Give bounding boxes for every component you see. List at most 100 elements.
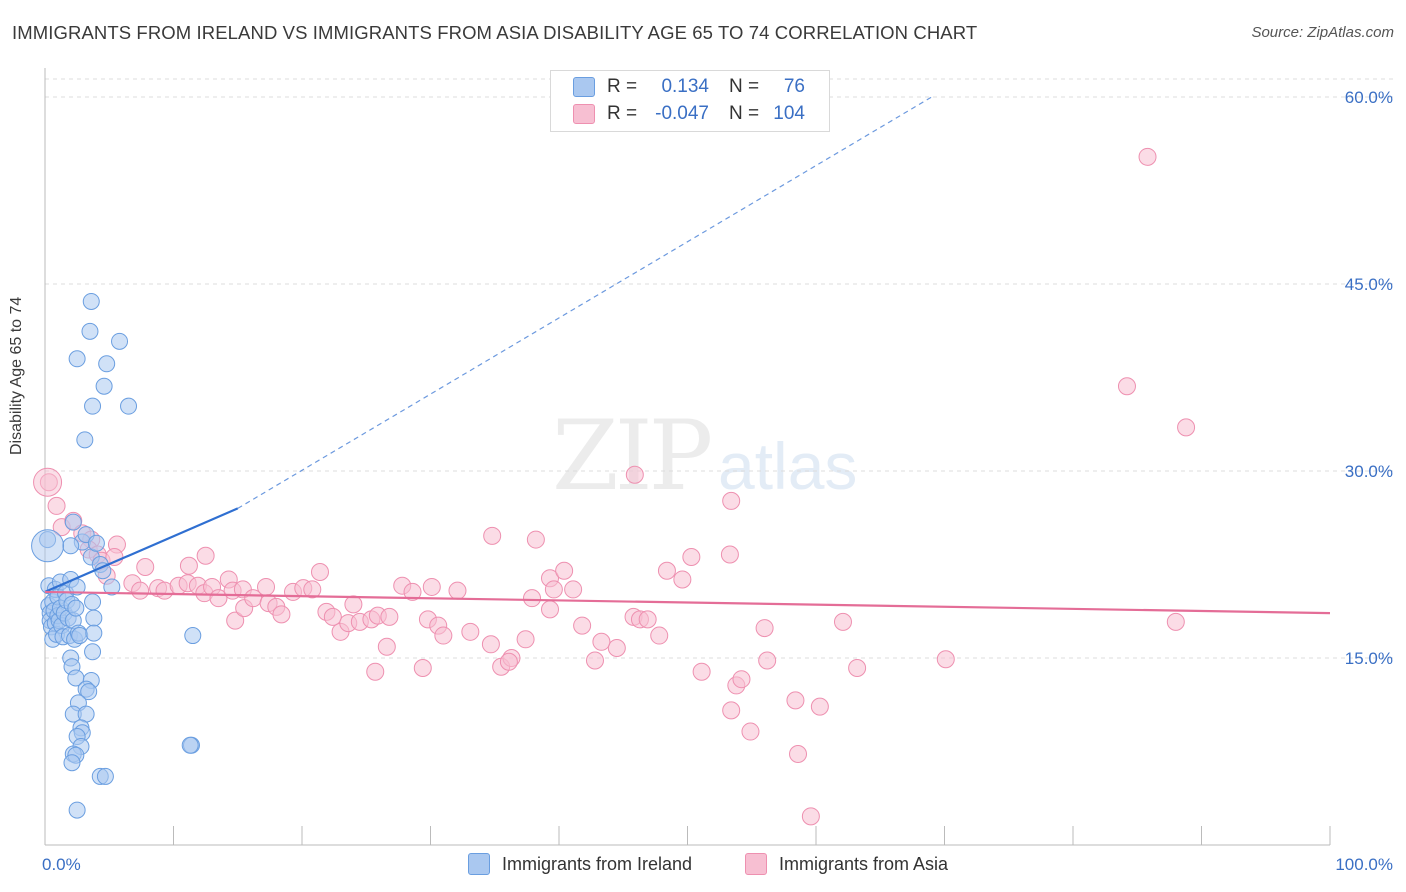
legend-n-label: N = bbox=[729, 76, 760, 97]
legend: R = 0.134 N = 76 R = -0.047 N = 104 bbox=[550, 70, 830, 132]
ireland-point bbox=[87, 534, 105, 552]
legend-swatch-ireland bbox=[573, 77, 595, 97]
asia-point bbox=[936, 650, 955, 669]
asia-point bbox=[344, 595, 363, 614]
asia-point bbox=[481, 635, 500, 654]
ireland-point bbox=[84, 643, 102, 661]
asia-point bbox=[1138, 147, 1157, 166]
asia-point bbox=[310, 562, 329, 581]
asia-point bbox=[564, 580, 583, 599]
ireland-point bbox=[80, 683, 98, 701]
ireland-point bbox=[120, 397, 138, 415]
asia-point bbox=[722, 491, 741, 510]
asia-point bbox=[741, 722, 760, 741]
asia-point bbox=[377, 637, 396, 656]
ireland-point bbox=[68, 350, 86, 368]
asia-point bbox=[516, 630, 535, 649]
asia-point bbox=[196, 546, 215, 565]
ireland-point bbox=[84, 397, 102, 415]
asia-point bbox=[789, 744, 808, 763]
asia-point bbox=[1166, 612, 1185, 631]
y-tick-label: 30.0% bbox=[1345, 462, 1393, 481]
legend-swatch-asia bbox=[573, 104, 595, 124]
asia-point bbox=[366, 662, 385, 681]
asia-point bbox=[413, 658, 432, 677]
ireland-point bbox=[82, 292, 100, 310]
legend-r-value: 0.134 bbox=[661, 76, 709, 97]
asia-point bbox=[720, 545, 739, 564]
legend-r-label: R = bbox=[607, 103, 638, 124]
legend-n-value: 76 bbox=[783, 76, 805, 97]
asia-point bbox=[380, 607, 399, 626]
asia-point bbox=[448, 581, 467, 600]
asia-point bbox=[592, 632, 611, 651]
watermark-atlas: atlas bbox=[718, 429, 858, 503]
bottom-legend-ireland: Immigrants from Ireland bbox=[468, 852, 692, 876]
y-axis-label: Disability Age 65 to 74 bbox=[8, 296, 25, 455]
bottom-legend-swatch-ireland bbox=[468, 853, 490, 875]
asia-point bbox=[523, 589, 542, 608]
asia-point bbox=[573, 616, 592, 635]
asia-point bbox=[801, 807, 820, 826]
ireland-point bbox=[111, 332, 129, 350]
ireland-trend-extension bbox=[237, 96, 932, 509]
asia-point bbox=[179, 556, 198, 575]
ireland-point bbox=[181, 736, 199, 754]
asia-point bbox=[544, 580, 563, 599]
asia-point bbox=[692, 662, 711, 681]
ireland-point bbox=[85, 624, 103, 642]
asia-point bbox=[47, 496, 66, 515]
ireland-point bbox=[76, 431, 94, 449]
source-credit: Source: ZipAtlas.com bbox=[1251, 24, 1394, 41]
ireland-point bbox=[62, 537, 80, 555]
asia-point bbox=[136, 557, 155, 576]
asia-point bbox=[422, 577, 441, 596]
ireland-point bbox=[96, 767, 114, 785]
ireland-point bbox=[184, 627, 202, 645]
asia-point bbox=[607, 639, 626, 658]
asia-point bbox=[673, 570, 692, 589]
asia-point bbox=[722, 701, 741, 720]
x-tick-label: 0.0% bbox=[42, 855, 81, 874]
ireland-point bbox=[85, 609, 103, 627]
asia-point bbox=[434, 626, 453, 645]
asia-point bbox=[323, 607, 342, 626]
ireland-point bbox=[95, 377, 113, 395]
legend-row-asia: R = -0.047 N = 104 bbox=[573, 102, 805, 126]
y-tick-label: 60.0% bbox=[1345, 88, 1393, 107]
ireland-point bbox=[103, 578, 121, 596]
asia-point bbox=[272, 605, 291, 624]
asia-point bbox=[682, 548, 701, 567]
ireland-point bbox=[84, 593, 102, 611]
y-tick-label: 45.0% bbox=[1345, 275, 1393, 294]
bottom-legend-asia: Immigrants from Asia bbox=[745, 852, 948, 876]
ireland-point bbox=[31, 529, 65, 563]
asia-point bbox=[555, 561, 574, 580]
bottom-legend-label-ireland: Immigrants from Ireland bbox=[502, 853, 693, 874]
ireland-point bbox=[64, 513, 82, 531]
asia-point bbox=[585, 651, 604, 670]
asia-trend-line bbox=[44, 590, 1331, 615]
asia-point bbox=[650, 626, 669, 645]
watermark-zip: ZIP bbox=[552, 400, 713, 512]
asia-point bbox=[758, 651, 777, 670]
bottom-legend-label-asia: Immigrants from Asia bbox=[779, 853, 949, 874]
asia-point bbox=[541, 600, 560, 619]
ireland-point bbox=[67, 599, 85, 617]
legend-row-ireland: R = 0.134 N = 76 bbox=[573, 75, 805, 99]
asia-point bbox=[1177, 418, 1196, 437]
ireland-point bbox=[63, 754, 81, 772]
bottom-legend-swatch-asia bbox=[745, 853, 767, 875]
asia-point bbox=[833, 612, 852, 631]
ireland-point bbox=[68, 801, 86, 819]
chart-title: IMMIGRANTS FROM IRELAND VS IMMIGRANTS FR… bbox=[12, 22, 978, 43]
legend-n-label: N = bbox=[729, 103, 760, 124]
legend-r-value: -0.047 bbox=[655, 103, 709, 124]
asia-point bbox=[657, 561, 676, 580]
ireland-point bbox=[98, 355, 116, 373]
ireland-trend-line bbox=[44, 507, 239, 593]
asia-point bbox=[33, 467, 63, 497]
asia-point bbox=[403, 582, 422, 601]
asia-point bbox=[526, 530, 545, 549]
